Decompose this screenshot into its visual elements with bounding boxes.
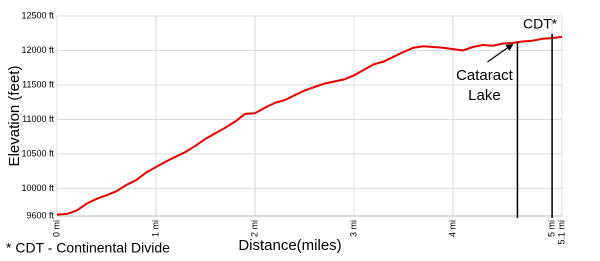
x-tick-label: 0 mi <box>51 220 61 237</box>
x-tick-label: 5.1 mi <box>556 220 566 245</box>
x-axis-label: Distance(miles) <box>238 237 341 254</box>
annotation-text: Lake <box>468 87 501 104</box>
x-tick-label: 4 mi <box>447 220 457 237</box>
x-tick-label: 1 mi <box>150 220 160 237</box>
y-tick-label: 9600 ft <box>26 210 54 220</box>
arrow-head <box>505 44 514 51</box>
elevation-line <box>56 35 563 216</box>
y-tick-label: 10500 ft <box>21 148 54 158</box>
y-tick-label: 12500 ft <box>21 10 54 20</box>
footnote: * CDT - Continental Divide <box>6 240 170 256</box>
x-tick-label: 2 mi <box>249 220 259 237</box>
annotation-text: Cataract <box>456 67 514 84</box>
y-tick-label: 11500 ft <box>22 79 54 89</box>
y-tick-label: 12000 ft <box>21 45 54 55</box>
y-axis-label: Elevation (feet) <box>6 66 23 167</box>
y-tick-label: 10000 ft <box>21 183 54 193</box>
y-tick-label: 11000 ft <box>22 114 54 124</box>
x-tick-label: 5 mi <box>546 220 556 237</box>
x-tick-label: 3 mi <box>348 220 358 237</box>
annotation-text: CDT* <box>523 16 558 32</box>
